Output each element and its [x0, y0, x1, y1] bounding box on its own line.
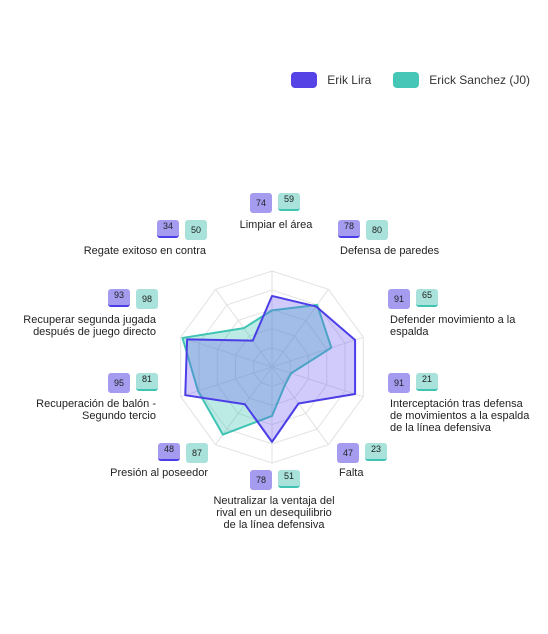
axis-values-regate: 34 50 [157, 220, 207, 240]
value-erick-sanchez: 21 [416, 373, 438, 391]
value-erik-lira: 78 [338, 220, 360, 238]
legend: Erik Lira Erick Sanchez (J0) [291, 72, 530, 88]
grid-spoke [271, 366, 364, 398]
axis-values-segunda-jugada: 93 98 [108, 289, 158, 309]
axis-label-limpiar-area: Limpiar el área [239, 219, 313, 231]
value-erik-lira: 91 [388, 373, 410, 393]
axis-label-neutralizar: Neutralizar la ventaja del rival en un d… [213, 495, 335, 531]
axis-label-interceptacion: Interceptación tras defensa de movimient… [390, 398, 530, 434]
grid-spoke [180, 366, 273, 398]
value-erik-lira: 48 [158, 443, 180, 461]
legend-label-erik-lira: Erik Lira [327, 73, 372, 87]
value-erick-sanchez: 87 [186, 443, 208, 463]
grid-spoke [215, 366, 273, 445]
value-erick-sanchez: 98 [136, 289, 158, 309]
legend-swatch-erik-lira [291, 72, 318, 88]
axis-label-presion: Presión al poseedor [110, 467, 208, 479]
axis-label-recuperacion-balon: Recuperación de balón - Segundo tercio [36, 398, 156, 422]
value-erik-lira: 78 [250, 470, 272, 490]
axis-values-recuperacion-balon: 95 81 [108, 373, 158, 393]
legend-item-erick-sanchez[interactable]: Erick Sanchez (J0) [393, 72, 530, 88]
series-area-erick-sanchez [181, 303, 333, 436]
value-erik-lira: 91 [388, 289, 410, 309]
axis-values-defensa-paredes: 78 80 [338, 220, 388, 240]
value-erick-sanchez: 65 [416, 289, 438, 307]
axis-label-defender-espalda: Defender movimiento a la espalda [390, 314, 516, 338]
axis-label-segunda-jugada: Recuperar segunda jugada después de jueg… [23, 314, 156, 338]
value-erick-sanchez: 81 [136, 373, 158, 391]
value-erik-lira: 47 [337, 443, 359, 463]
series-area-erik-lira [184, 294, 357, 443]
grid-spoke [271, 336, 364, 368]
grid-spoke [271, 289, 329, 368]
axis-label-defensa-paredes: Defensa de paredes [340, 245, 440, 257]
legend-swatch-erick-sanchez [393, 72, 420, 88]
axis-values-presion: 48 87 [158, 443, 208, 463]
value-erick-sanchez: 23 [365, 443, 387, 461]
value-erick-sanchez: 50 [185, 220, 207, 240]
value-erick-sanchez: 51 [278, 470, 300, 488]
axis-label-regate: Regate exitoso en contra [83, 245, 206, 257]
legend-label-erick-sanchez: Erick Sanchez (J0) [429, 73, 530, 87]
axis-values-interceptacion: 91 21 [388, 373, 438, 393]
value-erik-lira: 93 [108, 289, 130, 307]
axis-values-falta: 47 23 [337, 443, 387, 463]
axis-values-limpiar-area: 74 59 [250, 193, 300, 213]
value-erik-lira: 95 [108, 373, 130, 393]
grid-spoke [180, 336, 273, 368]
grid-spoke [271, 366, 329, 445]
axis-values-defender-espalda: 91 65 [388, 289, 438, 309]
value-erick-sanchez: 80 [366, 220, 388, 240]
value-erik-lira: 34 [157, 220, 179, 238]
value-erik-lira: 74 [250, 193, 272, 213]
axis-label-falta: Falta [339, 467, 364, 479]
value-erick-sanchez: 59 [278, 193, 300, 211]
axis-values-neutralizar: 78 51 [250, 470, 300, 490]
legend-item-erik-lira[interactable]: Erik Lira [291, 72, 371, 88]
